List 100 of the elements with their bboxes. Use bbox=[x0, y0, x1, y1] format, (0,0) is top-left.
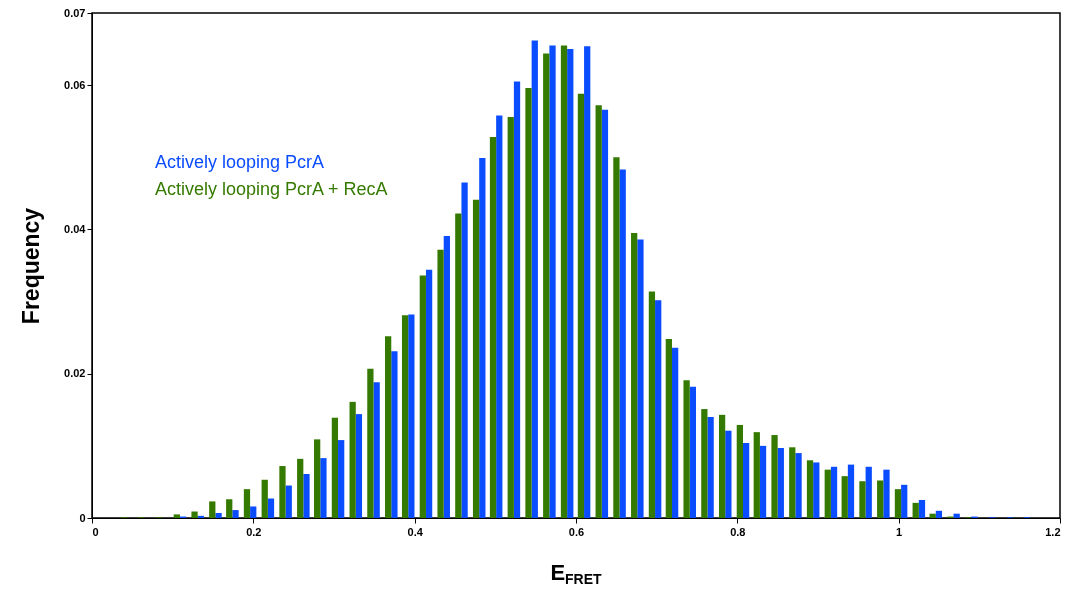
bar bbox=[619, 169, 626, 518]
x-tick-label: 0.2 bbox=[246, 525, 262, 538]
x-tick-label: 0.6 bbox=[568, 525, 585, 538]
bar bbox=[243, 489, 251, 518]
bar bbox=[637, 239, 644, 518]
bar bbox=[577, 93, 585, 518]
bar bbox=[367, 368, 374, 518]
bar bbox=[883, 469, 890, 518]
bar bbox=[549, 45, 556, 518]
bar bbox=[595, 105, 602, 518]
bar bbox=[824, 469, 831, 518]
bar bbox=[285, 485, 292, 518]
bar bbox=[859, 481, 866, 518]
bar bbox=[648, 291, 656, 518]
bar bbox=[391, 351, 398, 518]
bar bbox=[795, 453, 802, 518]
bar bbox=[560, 45, 568, 518]
bar bbox=[707, 417, 714, 518]
bar bbox=[718, 414, 726, 518]
bar bbox=[279, 466, 286, 518]
bar bbox=[297, 458, 304, 518]
bar bbox=[455, 213, 462, 518]
bar bbox=[935, 510, 943, 518]
bar bbox=[671, 347, 679, 518]
bar bbox=[683, 380, 690, 518]
bar bbox=[789, 447, 796, 518]
bar bbox=[489, 137, 497, 518]
x-tick-label: 0.4 bbox=[407, 525, 424, 538]
y-tick-label: 0.06 bbox=[64, 78, 86, 91]
bar bbox=[496, 115, 503, 518]
bar bbox=[232, 510, 239, 518]
x-tick-label: 1 bbox=[896, 525, 903, 538]
bar bbox=[742, 442, 750, 518]
bar bbox=[631, 233, 638, 518]
bar bbox=[338, 440, 345, 518]
bar bbox=[841, 476, 848, 518]
bar bbox=[215, 512, 222, 518]
bar bbox=[191, 511, 198, 518]
x-tick-label: 0.8 bbox=[730, 525, 746, 538]
bar bbox=[912, 502, 919, 518]
y-tick-label: 0.02 bbox=[64, 367, 86, 380]
bar bbox=[601, 109, 609, 518]
bar bbox=[373, 382, 380, 518]
bar bbox=[701, 409, 708, 518]
bar bbox=[689, 386, 697, 518]
bar bbox=[314, 439, 321, 518]
bar bbox=[865, 466, 872, 518]
bar bbox=[331, 417, 339, 518]
bar bbox=[759, 445, 767, 518]
bar bbox=[513, 81, 521, 518]
bar bbox=[209, 501, 216, 518]
bar bbox=[806, 460, 814, 518]
text: Actively looping PcrA + RecA bbox=[155, 179, 388, 199]
bar bbox=[461, 182, 468, 518]
bar bbox=[250, 506, 257, 518]
bar bbox=[847, 464, 855, 518]
bar bbox=[437, 249, 444, 518]
bar bbox=[901, 484, 908, 518]
bar bbox=[401, 315, 409, 518]
bar bbox=[877, 480, 884, 518]
bar bbox=[567, 49, 574, 518]
bar bbox=[753, 432, 760, 518]
bar bbox=[320, 458, 327, 518]
bar bbox=[479, 158, 486, 518]
bar bbox=[385, 336, 392, 518]
bar bbox=[830, 466, 838, 518]
bar bbox=[771, 435, 778, 518]
bar bbox=[725, 430, 732, 518]
text: Actively looping PcrA bbox=[155, 152, 325, 172]
bar bbox=[472, 199, 480, 518]
bar bbox=[419, 275, 426, 518]
x-tick-label: 0 bbox=[92, 525, 99, 538]
bar bbox=[349, 401, 356, 518]
bar bbox=[267, 498, 275, 518]
bar bbox=[813, 462, 820, 518]
bar bbox=[543, 53, 550, 518]
bar bbox=[443, 235, 450, 518]
y-tick-label: 0.04 bbox=[64, 222, 87, 235]
bar bbox=[507, 116, 514, 518]
y-tick-label: 0.07 bbox=[64, 6, 86, 19]
x-tick-label: 1.2 bbox=[1045, 525, 1061, 538]
bar bbox=[355, 414, 363, 518]
bar bbox=[525, 88, 532, 518]
bar bbox=[736, 424, 743, 518]
bar bbox=[655, 300, 662, 518]
bar bbox=[584, 46, 591, 518]
bar bbox=[261, 479, 268, 518]
y-tick-label: 0 bbox=[79, 511, 86, 524]
bar bbox=[408, 314, 415, 518]
bar bbox=[613, 157, 620, 518]
bar bbox=[226, 499, 233, 518]
bar bbox=[918, 499, 926, 518]
bar bbox=[665, 339, 672, 518]
bar bbox=[173, 514, 180, 518]
bar bbox=[303, 473, 310, 518]
bar bbox=[425, 269, 433, 518]
bar bbox=[894, 489, 902, 518]
bar bbox=[531, 40, 538, 518]
bar bbox=[777, 448, 784, 518]
y-axis-title: Frequency bbox=[18, 207, 45, 325]
